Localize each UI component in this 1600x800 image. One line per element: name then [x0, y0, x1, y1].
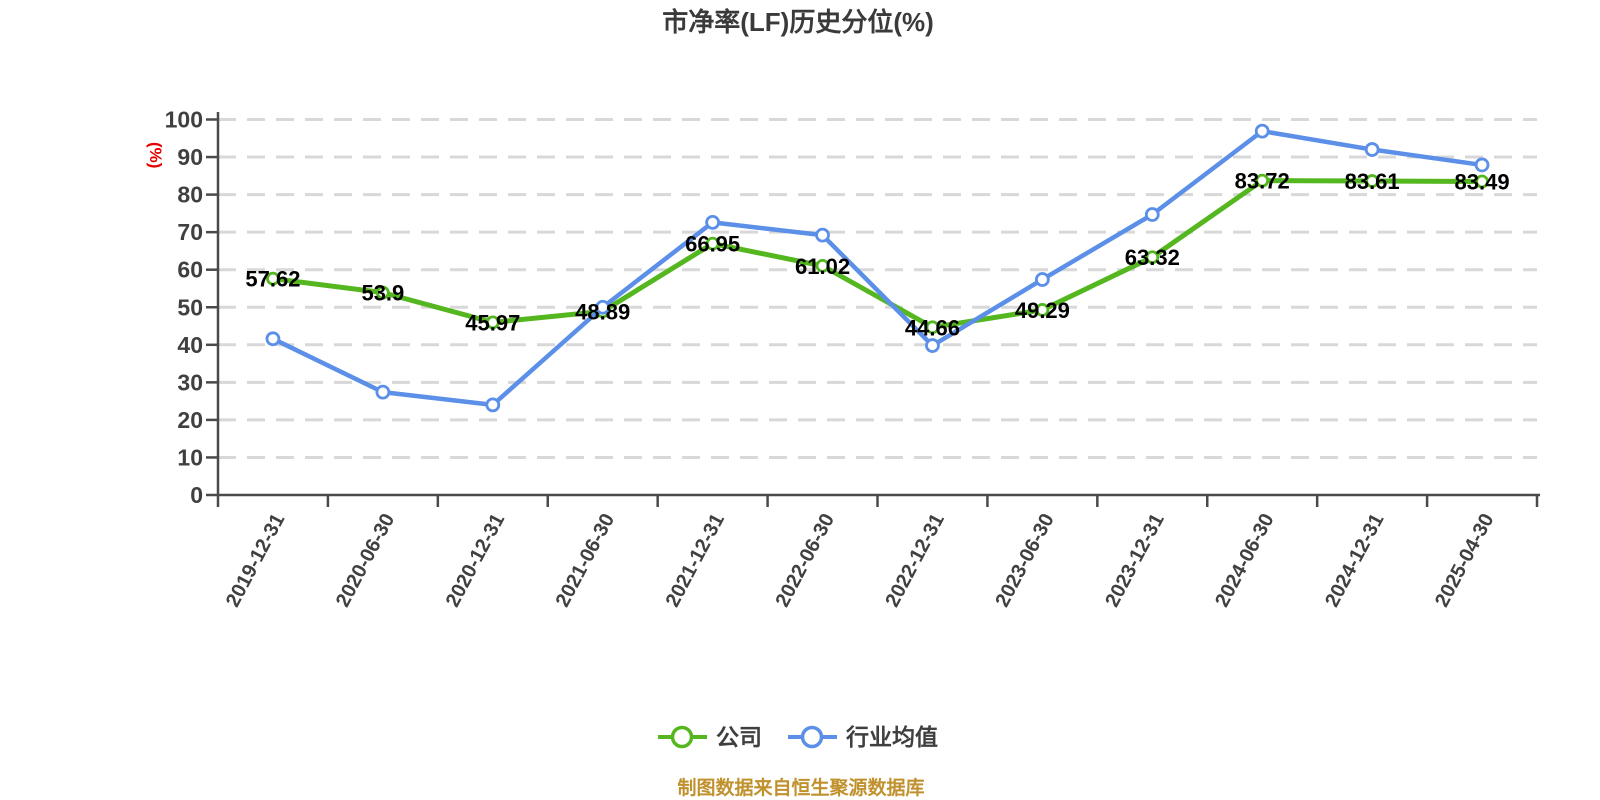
x-tick-label: 2025-04-30	[1431, 510, 1498, 611]
industry-point[interactable]	[1144, 207, 1160, 222]
company-value-label: 83.61	[1345, 169, 1400, 194]
industry-point[interactable]	[1474, 157, 1490, 173]
y-tick-label: 50	[177, 294, 203, 320]
x-tick-label: 2019-12-31	[222, 510, 289, 611]
legend-item-company[interactable]: 公司	[658, 724, 762, 750]
y-tick-label: 80	[177, 182, 203, 208]
company-legend-label: 公司	[716, 724, 762, 750]
footer-source-note: 制图数据来自恒生聚源数据库	[677, 776, 924, 799]
company-value-label: 53.9	[361, 281, 404, 306]
industry-point[interactable]	[1034, 272, 1050, 287]
y-tick-label: 30	[177, 369, 203, 395]
company-point[interactable]	[705, 236, 720, 251]
company-value-label: 48.89	[575, 299, 630, 324]
industry-point[interactable]	[815, 227, 830, 243]
company-value-label: 83.72	[1235, 169, 1290, 194]
company-point[interactable]	[1035, 303, 1050, 317]
company-value-label: 45.97	[465, 310, 520, 335]
industry-legend-marker	[800, 725, 824, 749]
x-tick-label: 2024-06-30	[1211, 510, 1278, 611]
company-point[interactable]	[485, 315, 500, 330]
x-tick-label: 2020-12-31	[442, 510, 509, 611]
y-tick-label: 100	[165, 107, 203, 133]
company-value-label: 44.66	[905, 315, 960, 340]
chart-title: 市净率(LF)历史分位(%)	[662, 7, 934, 37]
company-point[interactable]	[1365, 174, 1380, 188]
industry-point[interactable]	[375, 384, 391, 400]
y-tick-label: 70	[177, 219, 203, 245]
y-tick-label: 10	[177, 444, 203, 470]
x-tick-label: 2023-06-30	[991, 510, 1058, 611]
company-point[interactable]	[1255, 173, 1270, 188]
x-tick-label: 2021-12-31	[662, 510, 729, 611]
x-tick-label: 2021-06-30	[552, 510, 619, 611]
company-line	[270, 178, 1485, 330]
company-value-label: 61.02	[795, 254, 850, 279]
industry-point[interactable]	[1254, 123, 1270, 139]
industry-point[interactable]	[1364, 142, 1380, 157]
x-tick-label: 2020-06-30	[332, 510, 399, 611]
company-point[interactable]	[1145, 250, 1160, 265]
y-tick-label: 40	[177, 332, 203, 358]
x-tick-label: 2022-12-31	[881, 510, 948, 611]
x-tick-label: 2024-12-31	[1321, 510, 1388, 611]
company-value-label: 63.32	[1125, 245, 1180, 270]
x-tick-label: 2022-06-30	[771, 510, 838, 611]
industry-point[interactable]	[925, 338, 940, 353]
company-point[interactable]	[925, 320, 940, 335]
plot-area: 0 10 20 30 40 50 60 70 80 90 100 2019-12-31 2020-06-…	[165, 107, 1540, 611]
company-point[interactable]	[266, 271, 280, 286]
industry-line	[270, 128, 1485, 408]
x-tick-label: 2023-12-31	[1101, 510, 1168, 611]
company-legend-marker	[670, 725, 694, 749]
industry-point[interactable]	[705, 214, 721, 230]
industry-point[interactable]	[595, 299, 611, 315]
company-value-label: 66.95	[685, 232, 740, 257]
y-tick-label: 90	[177, 144, 203, 170]
company-value-label: 49.29	[1015, 298, 1070, 323]
company-value-label: 83.49	[1455, 169, 1510, 194]
industry-point[interactable]	[265, 331, 281, 347]
company-point[interactable]	[1475, 174, 1489, 189]
legend: 公司 行业均值	[658, 724, 938, 750]
y-axis-unit-label: (%)	[146, 142, 165, 168]
industry-legend-label: 行业均值	[845, 724, 938, 750]
company-point[interactable]	[815, 258, 830, 273]
y-tick-label: 60	[177, 257, 203, 283]
y-tick-label: 20	[177, 407, 203, 433]
y-tick-label: 0	[190, 482, 203, 508]
company-value-label: 57.62	[245, 267, 300, 292]
company-point[interactable]	[375, 285, 390, 300]
industry-point[interactable]	[485, 397, 501, 413]
legend-item-industry-average[interactable]: 行业均值	[788, 724, 938, 750]
